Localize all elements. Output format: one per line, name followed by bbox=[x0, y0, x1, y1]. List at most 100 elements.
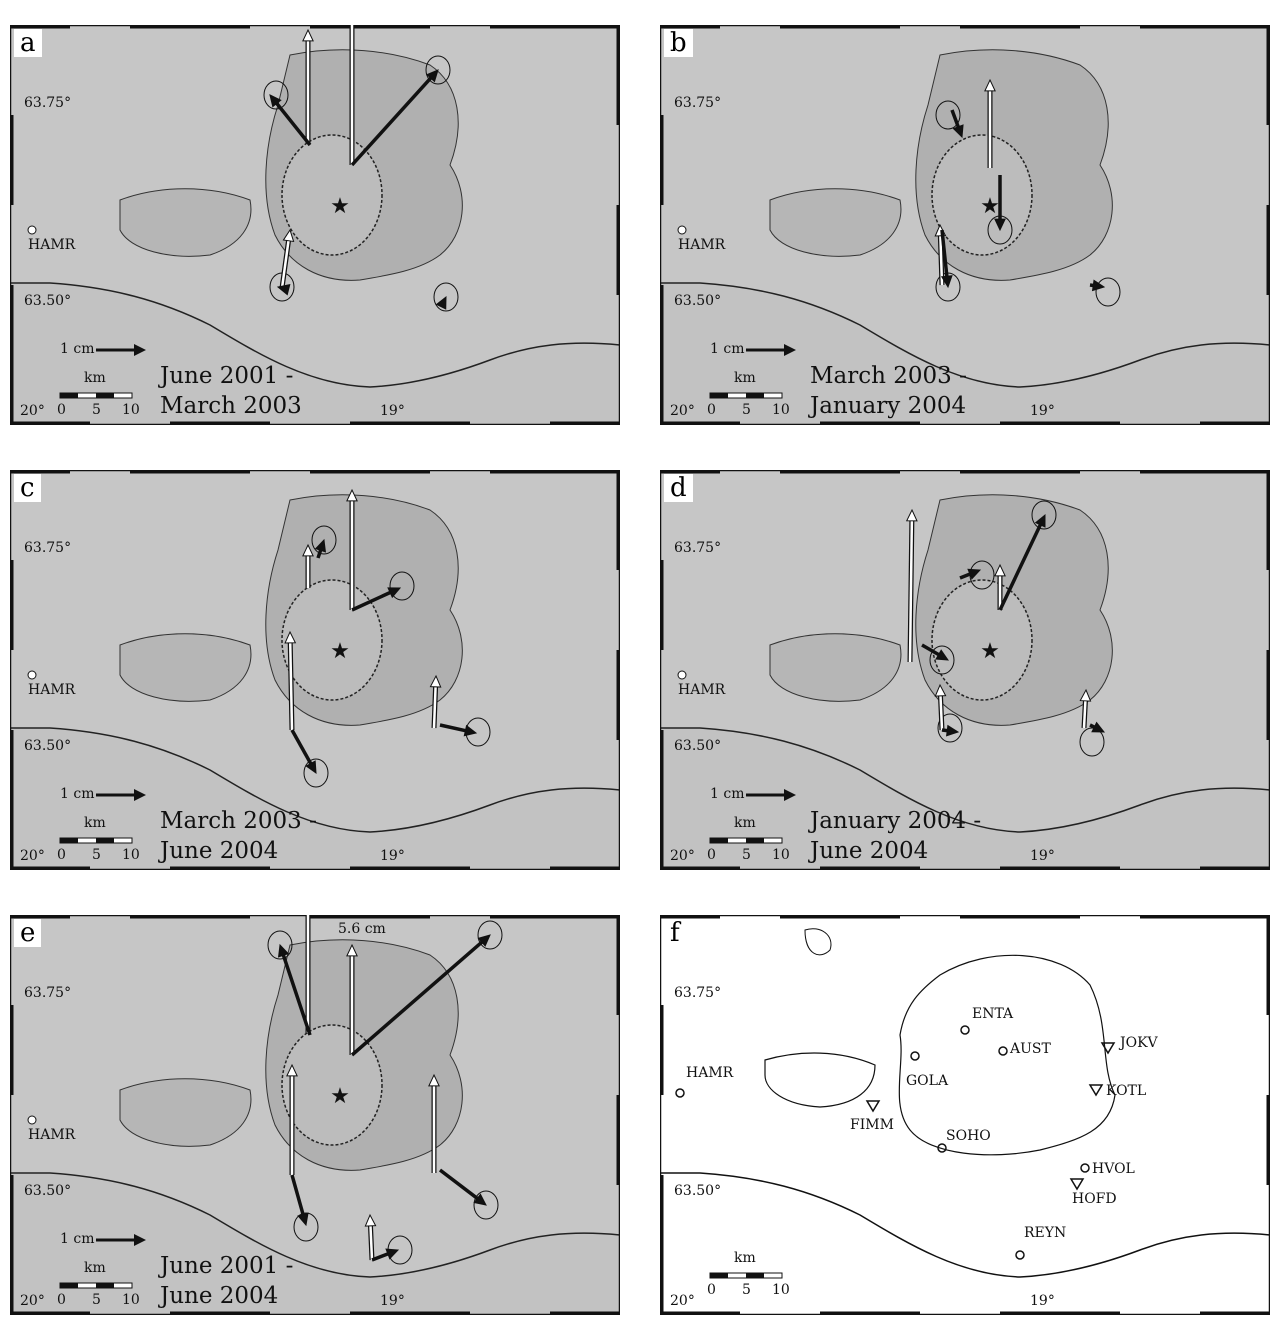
horizontal-displacement-arrow bbox=[1089, 721, 1106, 733]
longitude-east-label: 19° bbox=[380, 403, 405, 419]
station-hamr: HAMR bbox=[678, 237, 726, 253]
reference-arrow-label: 1 cm bbox=[60, 341, 95, 357]
station-soho: SOHO bbox=[946, 1128, 991, 1144]
relief-map: ★ bbox=[10, 915, 620, 1315]
horizontal-displacement-arrow bbox=[998, 513, 1046, 611]
horizontal-displacement-arrow bbox=[314, 538, 327, 559]
vertical-displacement-arrow bbox=[305, 915, 311, 1033]
scale-tick-10: 10 bbox=[772, 402, 790, 418]
scale-unit: km bbox=[734, 370, 756, 386]
latitude-south-label: 63.50° bbox=[674, 293, 722, 309]
vertical-displacement-arrow bbox=[1079, 688, 1092, 729]
map-panel: ★ d 63.75° 63.50° 20° 19° km 0 5 10 HAMR 1 cm Janua… bbox=[660, 470, 1270, 870]
longitude-east-label: 19° bbox=[380, 1293, 405, 1309]
horizontal-displacement-arrow bbox=[351, 587, 402, 612]
reference-arrow-label: 1 cm bbox=[710, 786, 745, 802]
scale-tick-0: 0 bbox=[57, 1292, 66, 1308]
scale-tick-10: 10 bbox=[122, 1292, 140, 1308]
reference-arrow-label: 1 cm bbox=[710, 341, 745, 357]
longitude-west-label: 20° bbox=[670, 848, 695, 864]
horizontal-displacement-arrow bbox=[290, 729, 317, 775]
horizontal-displacement-arrow bbox=[435, 295, 447, 310]
horizontal-displacement-arrow bbox=[277, 943, 312, 1036]
svg-text:★: ★ bbox=[330, 194, 350, 219]
relief-map: ★ bbox=[10, 25, 620, 425]
vertical-displacement-arrow bbox=[364, 1213, 377, 1261]
map-panel: ★ e 63.75° 63.50° 20° 19° km 0 5 10 HAMR 1 cm June … bbox=[10, 915, 620, 1315]
latitude-south-label: 63.50° bbox=[24, 738, 72, 754]
scale-tick-0: 0 bbox=[57, 847, 66, 863]
station-hamr: HAMR bbox=[28, 1127, 76, 1143]
vertical-displacement-arrow bbox=[934, 683, 947, 731]
vertical-displacement-arrow bbox=[302, 543, 314, 588]
svg-text:★: ★ bbox=[980, 194, 1000, 219]
longitude-west-label: 20° bbox=[670, 1293, 695, 1309]
period-line-2: June 2004 bbox=[160, 1283, 279, 1309]
vertical-displacement-arrow bbox=[286, 1063, 298, 1175]
latitude-north-label: 63.75° bbox=[24, 95, 72, 111]
error-ellipse bbox=[425, 55, 451, 85]
latitude-north-label: 63.75° bbox=[24, 985, 72, 1001]
error-ellipse bbox=[303, 758, 329, 788]
period-line-2: June 2004 bbox=[810, 838, 929, 864]
scale-unit: km bbox=[84, 815, 106, 831]
error-ellipse bbox=[389, 571, 415, 601]
longitude-west-label: 20° bbox=[20, 1293, 45, 1309]
panel-label: b bbox=[664, 29, 693, 57]
station-hvol: HVOL bbox=[1092, 1161, 1135, 1177]
horizontal-displacement-arrow bbox=[438, 1168, 487, 1206]
error-ellipse bbox=[311, 525, 337, 555]
horizontal-displacement-arrow bbox=[269, 94, 312, 147]
vertical-displacement-arrow bbox=[284, 630, 297, 731]
error-ellipse bbox=[433, 282, 459, 312]
vertical-displacement-arrow bbox=[984, 78, 996, 168]
scale-tick-5: 5 bbox=[742, 1282, 751, 1298]
error-ellipse bbox=[1079, 727, 1105, 757]
latitude-north-label: 63.75° bbox=[24, 540, 72, 556]
latitude-north-label: 63.75° bbox=[674, 95, 722, 111]
horizontal-displacement-arrow bbox=[371, 1248, 400, 1262]
horizontal-displacement-arrow bbox=[350, 69, 439, 167]
station-outline-map bbox=[660, 915, 1270, 1315]
vertical-displacement-arrow bbox=[346, 943, 358, 1055]
period-line-1: June 2001 - bbox=[160, 1253, 294, 1279]
scale-unit: km bbox=[84, 1260, 106, 1276]
horizontal-displacement-arrow bbox=[290, 1174, 309, 1227]
svg-text:★: ★ bbox=[330, 639, 350, 664]
vertical-displacement-arrow bbox=[349, 25, 355, 165]
relief-map: ★ bbox=[10, 470, 620, 870]
latitude-north-label: 63.75° bbox=[674, 985, 722, 1001]
vertical-displacement-arrow bbox=[994, 563, 1006, 610]
map-panel: ★ a 63.75° 63.50° 20° 19° km 0 5 10 HAMR 1 cm June … bbox=[10, 25, 620, 425]
map-panel: ★ c 63.75° 63.50° 20° 19° km 0 5 10 HAMR 1 cm March… bbox=[10, 470, 620, 870]
latitude-south-label: 63.50° bbox=[24, 293, 72, 309]
scale-tick-5: 5 bbox=[742, 847, 751, 863]
station-fimm: FIMM bbox=[850, 1117, 894, 1133]
latitude-south-label: 63.50° bbox=[674, 738, 722, 754]
svg-text:★: ★ bbox=[330, 1084, 350, 1109]
station-gola: GOLA bbox=[906, 1073, 949, 1089]
scale-tick-0: 0 bbox=[707, 402, 716, 418]
scale-tick-5: 5 bbox=[92, 402, 101, 418]
scale-unit: km bbox=[734, 1250, 756, 1266]
horizontal-displacement-arrow bbox=[950, 109, 964, 139]
horizontal-displacement-arrow bbox=[941, 724, 960, 737]
error-ellipse bbox=[1031, 500, 1057, 530]
period-line-2: March 2003 bbox=[160, 393, 302, 419]
map-panel: ★ b 63.75° 63.50° 20° 19° km 0 5 10 HAMR 1 cm March… bbox=[660, 25, 1270, 425]
scale-unit: km bbox=[84, 370, 106, 386]
period-line-2: June 2004 bbox=[160, 838, 279, 864]
longitude-west-label: 20° bbox=[670, 403, 695, 419]
relief-map: ★ bbox=[660, 470, 1270, 870]
horizontal-displacement-arrow bbox=[1089, 279, 1106, 292]
longitude-west-label: 20° bbox=[20, 403, 45, 419]
horizontal-displacement-arrow bbox=[350, 934, 491, 1057]
horizontal-displacement-arrow bbox=[994, 175, 1006, 232]
panel-label: e bbox=[14, 919, 42, 947]
station-kotl: KOTL bbox=[1106, 1083, 1147, 1099]
station-enta: ENTA bbox=[972, 1006, 1014, 1022]
svg-text:★: ★ bbox=[980, 639, 1000, 664]
period-line-1: January 2004 - bbox=[810, 808, 982, 834]
station-hamr: HAMR bbox=[28, 237, 76, 253]
longitude-east-label: 19° bbox=[1030, 1293, 1055, 1309]
